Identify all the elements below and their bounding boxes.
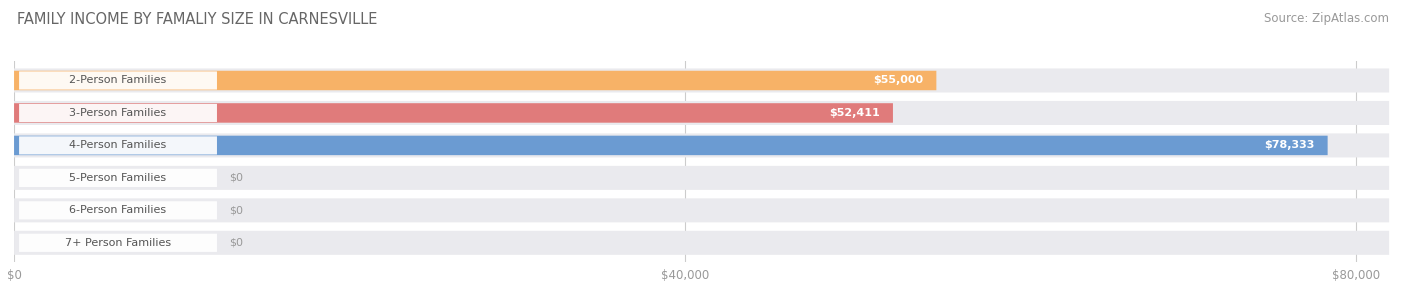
- Text: $55,000: $55,000: [873, 75, 922, 85]
- Text: $52,411: $52,411: [828, 108, 880, 118]
- Text: Source: ZipAtlas.com: Source: ZipAtlas.com: [1264, 12, 1389, 25]
- FancyBboxPatch shape: [14, 101, 1389, 125]
- Text: 2-Person Families: 2-Person Families: [69, 75, 167, 85]
- FancyBboxPatch shape: [14, 103, 893, 123]
- FancyBboxPatch shape: [20, 201, 217, 219]
- FancyBboxPatch shape: [14, 136, 1327, 155]
- FancyBboxPatch shape: [20, 136, 217, 155]
- Text: 7+ Person Families: 7+ Person Families: [65, 238, 172, 248]
- FancyBboxPatch shape: [20, 234, 217, 252]
- Text: 3-Person Families: 3-Person Families: [69, 108, 166, 118]
- Text: 6-Person Families: 6-Person Families: [69, 205, 166, 215]
- FancyBboxPatch shape: [20, 104, 217, 122]
- FancyBboxPatch shape: [14, 68, 1389, 92]
- FancyBboxPatch shape: [14, 231, 1389, 255]
- FancyBboxPatch shape: [14, 198, 1389, 222]
- Text: $0: $0: [229, 205, 243, 215]
- FancyBboxPatch shape: [14, 71, 936, 90]
- Text: FAMILY INCOME BY FAMALIY SIZE IN CARNESVILLE: FAMILY INCOME BY FAMALIY SIZE IN CARNESV…: [17, 12, 377, 27]
- Text: $0: $0: [229, 173, 243, 183]
- Text: 4-Person Families: 4-Person Families: [69, 140, 167, 150]
- FancyBboxPatch shape: [20, 71, 217, 90]
- Text: 5-Person Families: 5-Person Families: [69, 173, 166, 183]
- FancyBboxPatch shape: [20, 169, 217, 187]
- FancyBboxPatch shape: [14, 166, 1389, 190]
- Text: $78,333: $78,333: [1264, 140, 1315, 150]
- FancyBboxPatch shape: [14, 133, 1389, 157]
- Text: $0: $0: [229, 238, 243, 248]
